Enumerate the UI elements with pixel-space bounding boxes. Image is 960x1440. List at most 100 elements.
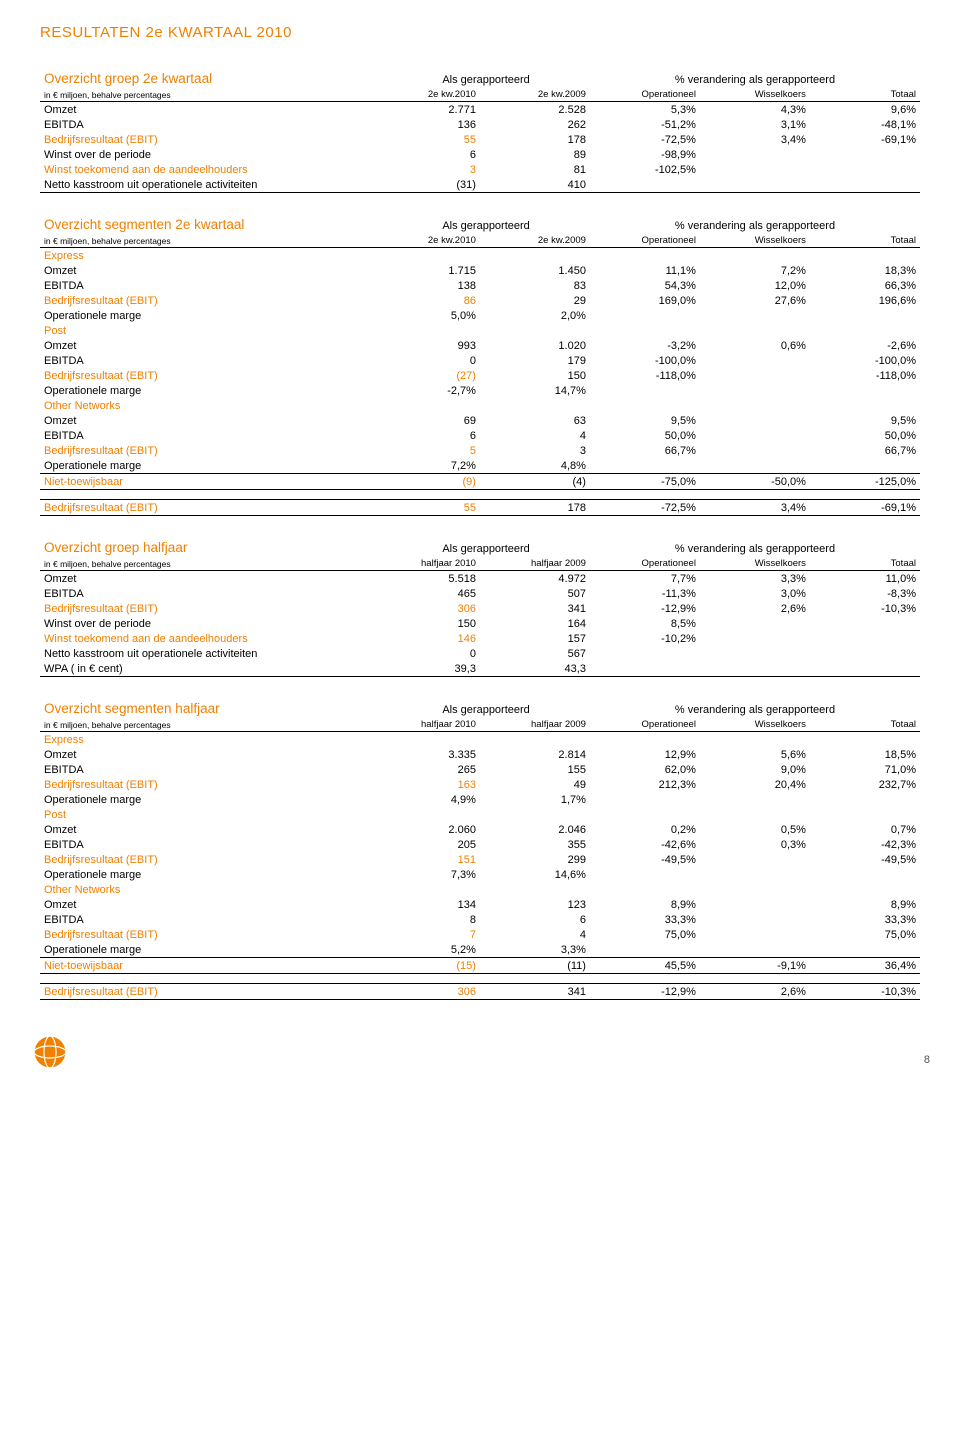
table-segmenten-halfjaar: Overzicht segmenten halfjaar Als gerappo… xyxy=(40,699,920,1000)
cell-op: -12,9% xyxy=(590,601,700,616)
cell-v2: 341 xyxy=(480,984,590,1000)
table-row: Operationele marge-2,7%14,7% xyxy=(40,383,920,398)
cell-v1: 86 xyxy=(382,293,480,308)
hdr-units: in € miljoen, behalve percentages xyxy=(40,556,382,571)
cell-tot: 66,7% xyxy=(810,443,920,458)
cell-label: Bedrijfsresultaat (EBIT) xyxy=(40,777,382,792)
hdr-als: Als gerapporteerd xyxy=(382,215,590,233)
cell-wk xyxy=(700,661,810,677)
cell-wk: 12,0% xyxy=(700,278,810,293)
hdr-col-wk: Wisselkoers xyxy=(700,556,810,571)
cell-wk xyxy=(700,897,810,912)
cell-label: Omzet xyxy=(40,102,382,118)
hdr-col-hj2010: halfjaar 2010 xyxy=(382,717,480,732)
cell-wk xyxy=(700,428,810,443)
cell-wk xyxy=(700,147,810,162)
cell-tot: 50,0% xyxy=(810,428,920,443)
cell-tot: -118,0% xyxy=(810,368,920,383)
cell-v1: 306 xyxy=(382,601,480,616)
cell-v2: 89 xyxy=(480,147,590,162)
page-number: 8 xyxy=(924,1054,930,1066)
table-row: EBITDA26515562,0%9,0%71,0% xyxy=(40,762,920,777)
cell-op xyxy=(590,177,700,193)
hdr-col-op: Operationeel xyxy=(590,87,700,102)
cell-wk: 3,4% xyxy=(700,500,810,516)
cell-tot xyxy=(810,383,920,398)
cell-wk xyxy=(700,867,810,882)
cell-tot: -69,1% xyxy=(810,132,920,147)
cell-wk: 7,2% xyxy=(700,263,810,278)
table-row: EBITDA8633,3%33,3% xyxy=(40,912,920,927)
hdr-als: Als gerapporteerd xyxy=(382,699,590,717)
hdr-col-kw2009: 2e kw.2009 xyxy=(480,233,590,248)
cell-op xyxy=(590,458,700,474)
row-total-ebit: Bedrijfsresultaat (EBIT)306341-12,9%2,6%… xyxy=(40,984,920,1000)
cell-wk: 3,4% xyxy=(700,132,810,147)
cell-v2: 29 xyxy=(480,293,590,308)
hdr-pct: % verandering als gerapporteerd xyxy=(590,699,920,717)
cell-v2: 1.020 xyxy=(480,338,590,353)
cell-v1: 5,0% xyxy=(382,308,480,323)
cell-op xyxy=(590,792,700,807)
hdr-col-op: Operationeel xyxy=(590,556,700,571)
tnt-logo-icon xyxy=(32,1034,82,1070)
cell-wk: 3,1% xyxy=(700,117,810,132)
table-row: Winst toekomend aan de aandeelhouders146… xyxy=(40,631,920,646)
cell-v2: 1.450 xyxy=(480,263,590,278)
cell-v2: 157 xyxy=(480,631,590,646)
cell-v1: 0 xyxy=(382,646,480,661)
cell-op: -72,5% xyxy=(590,500,700,516)
cell-op: 212,3% xyxy=(590,777,700,792)
cell-label: Winst over de periode xyxy=(40,616,382,631)
cell-label: Operationele marge xyxy=(40,383,382,398)
cell-tot: 75,0% xyxy=(810,927,920,942)
cell-v1: 0 xyxy=(382,353,480,368)
cell-wk: 0,5% xyxy=(700,822,810,837)
cell-op: -10,2% xyxy=(590,631,700,646)
cell-op xyxy=(590,867,700,882)
table-row: Bedrijfsresultaat (EBIT)(27)150-118,0%-1… xyxy=(40,368,920,383)
cell-label: EBITDA xyxy=(40,428,382,443)
table-row: EBITDA205355-42,6%0,3%-42,3% xyxy=(40,837,920,852)
cell-v1: 69 xyxy=(382,413,480,428)
segment-header: Post xyxy=(40,323,920,338)
cell-op: -118,0% xyxy=(590,368,700,383)
cell-tot xyxy=(810,458,920,474)
table-row: EBITDA0179-100,0%-100,0% xyxy=(40,353,920,368)
cell-v1: (27) xyxy=(382,368,480,383)
cell-tot: -100,0% xyxy=(810,353,920,368)
cell-op: 50,0% xyxy=(590,428,700,443)
table-row: Operationele marge5,2%3,3% xyxy=(40,942,920,958)
cell-op: 8,5% xyxy=(590,616,700,631)
cell-tot xyxy=(810,616,920,631)
table-groep-halfjaar: Overzicht groep halfjaar Als gerapportee… xyxy=(40,538,920,677)
table-row: EBITDA465507-11,3%3,0%-8,3% xyxy=(40,586,920,601)
cell-op: 5,3% xyxy=(590,102,700,118)
cell-label: EBITDA xyxy=(40,117,382,132)
cell-v1: 6 xyxy=(382,147,480,162)
cell-v1: 39,3 xyxy=(382,661,480,677)
cell-tot xyxy=(810,147,920,162)
table-row: Bedrijfsresultaat (EBIT)55178-72,5%3,4%-… xyxy=(40,132,920,147)
cell-label: Bedrijfsresultaat (EBIT) xyxy=(40,852,382,867)
cell-op: 11,1% xyxy=(590,263,700,278)
table-row: Bedrijfsresultaat (EBIT)151299-49,5%-49,… xyxy=(40,852,920,867)
cell-op: 169,0% xyxy=(590,293,700,308)
table-row: Operationele marge5,0%2,0% xyxy=(40,308,920,323)
table-row: EBITDA136262-51,2%3,1%-48,1% xyxy=(40,117,920,132)
hdr-col-wk: Wisselkoers xyxy=(700,717,810,732)
cell-v1: 8 xyxy=(382,912,480,927)
cell-wk: 3,3% xyxy=(700,571,810,587)
cell-label: Omzet xyxy=(40,822,382,837)
cell-v1: (15) xyxy=(382,958,480,974)
cell-v2: 49 xyxy=(480,777,590,792)
cell-v1: 5,2% xyxy=(382,942,480,958)
cell-v1: 2.060 xyxy=(382,822,480,837)
cell-v2: 4,8% xyxy=(480,458,590,474)
cell-v1: 1.715 xyxy=(382,263,480,278)
table-row: Omzet1.7151.45011,1%7,2%18,3% xyxy=(40,263,920,278)
cell-label: EBITDA xyxy=(40,586,382,601)
cell-v2: 14,7% xyxy=(480,383,590,398)
cell-v1: 5 xyxy=(382,443,480,458)
cell-op xyxy=(590,646,700,661)
